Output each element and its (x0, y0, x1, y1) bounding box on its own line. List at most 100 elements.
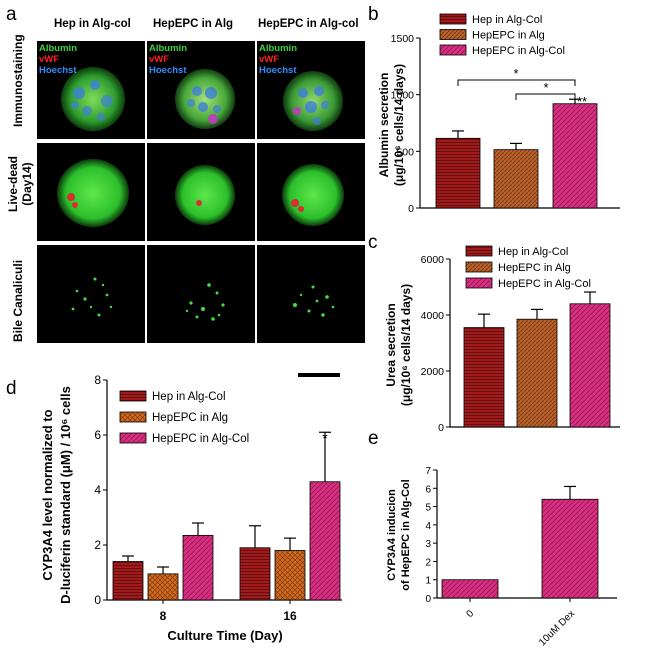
column-heading: HepEPC in Alg (153, 18, 234, 30)
legend-label: Hep in Alg-Col (498, 246, 568, 258)
y-tick-label: 4 (94, 483, 101, 497)
y-tick-label: 0 (408, 203, 414, 215)
bile-canaliculi-image (71, 277, 113, 317)
legend-swatch (439, 44, 467, 56)
micrograph-immuno-2: Albumin vWF Hoechst (147, 41, 255, 139)
y-axis-label: (μg/10⁶ cells/14 days) (392, 64, 406, 186)
y-axis-label: D-luciferin standard (μM) / 10⁶ cells (58, 386, 73, 604)
y-tick-label: 6 (425, 484, 431, 495)
micrograph-livedead-2 (147, 143, 255, 241)
bar (435, 137, 481, 209)
y-axis-label: CYP3A4 level normalized to (40, 409, 55, 580)
significance-marker: * (322, 430, 328, 446)
bar (182, 534, 214, 601)
y-tick-label: 3 (425, 539, 431, 550)
bar (552, 103, 598, 209)
cell-spheroid-image (282, 164, 344, 226)
y-axis-label: (μg/10⁶ cells/14 days) (399, 284, 413, 406)
legend-label: HepEPC in Alg-Col (498, 278, 591, 290)
stain-label-hoechst: Hoechst (259, 65, 297, 76)
legend-swatch (119, 390, 147, 402)
y-tick-label: 0 (94, 593, 101, 607)
y-tick-label: 6000 (421, 254, 445, 266)
bar (541, 498, 599, 599)
stain-label-albumin: Albumin (39, 43, 77, 54)
y-tick-label: 2000 (421, 366, 445, 378)
y-tick-label: 6 (94, 428, 101, 442)
bar (463, 327, 505, 428)
stain-label-albumin: Albumin (149, 43, 187, 54)
cell-spheroid-image (61, 67, 125, 131)
stain-label-vwf: vWF (149, 54, 170, 65)
y-tick-label: 500 (396, 146, 414, 158)
column-heading: Hep in Alg-col (54, 18, 131, 30)
y-tick-label: 1500 (391, 33, 415, 45)
x-tick-label: 16 (283, 609, 297, 623)
bar (309, 481, 341, 601)
cell-spheroid-image (283, 71, 343, 131)
significance-bracket (457, 79, 576, 86)
y-axis-label: of HepEPC in Alg-Col (400, 479, 412, 590)
column-heading: HepEPC in Alg-col (258, 18, 359, 30)
bile-canaliculi-image (185, 283, 225, 321)
micrograph-livedead-1 (37, 143, 145, 241)
y-axis-label: CYP3A4 inducion (386, 489, 398, 581)
cell-spheroid-image (57, 159, 129, 227)
micrograph-immuno-1: Albumin vWF Hoechst (37, 41, 145, 139)
stain-label-vwf: vWF (39, 54, 60, 65)
significance-marker: * (543, 80, 548, 95)
bar (493, 149, 539, 209)
scale-bar (298, 373, 340, 377)
panel-letter-e: e (368, 428, 379, 449)
bar (274, 550, 306, 601)
y-tick-label: 4 (425, 521, 431, 532)
stain-label-albumin: Albumin (259, 43, 297, 54)
x-tick-label: 8 (160, 609, 167, 623)
y-tick-label: 1000 (391, 90, 415, 102)
bile-canaliculi-image (293, 285, 335, 317)
stain-label-vwf: vWF (259, 54, 280, 65)
cell-spheroid-image (175, 165, 235, 225)
bar (516, 318, 558, 428)
y-tick-label: 0 (438, 422, 444, 434)
bar (569, 303, 611, 428)
y-tick-label: 2 (94, 538, 101, 552)
y-tick-label: 0 (425, 594, 431, 605)
y-tick-label: 5 (425, 503, 431, 514)
y-tick-label: 7 (425, 466, 431, 477)
legend-swatch (465, 261, 493, 273)
legend-swatch (439, 13, 467, 25)
legend-label: HepEPC in Alg-Col (152, 433, 249, 445)
legend-swatch (465, 245, 493, 257)
bar (239, 547, 271, 601)
x-axis-label: Culture Time (Day) (167, 628, 282, 643)
legend-swatch (465, 277, 493, 289)
panel-letter-a: a (6, 4, 17, 25)
y-tick-label: 1 (425, 576, 431, 587)
bar (112, 561, 144, 601)
micrograph-bile-2 (147, 245, 255, 343)
stain-label-hoechst: Hoechst (39, 65, 77, 76)
y-tick-label: 2 (425, 557, 431, 568)
x-tick-label: 0 (464, 608, 476, 620)
y-axis-label: Urea secretion (384, 303, 398, 386)
y-axis-label: Albumin secretion (377, 73, 391, 178)
y-tick-label: 4000 (421, 310, 445, 322)
legend-swatch (119, 432, 147, 444)
legend-swatch (119, 411, 147, 423)
stain-label-hoechst: Hoechst (149, 65, 187, 76)
legend-label: Hep in Alg-Col (152, 391, 226, 403)
legend-label: HepEPC in Alg (152, 412, 228, 424)
legend-label: HepEPC in Alg-Col (472, 45, 565, 57)
cell-spheroid-image (175, 69, 235, 129)
bar (441, 579, 499, 599)
bar (147, 573, 179, 601)
micrograph-livedead-3 (257, 143, 365, 241)
significance-bracket (515, 93, 576, 100)
legend-label: HepEPC in Alg (498, 262, 571, 274)
legend-label: HepEPC in Alg (472, 30, 545, 42)
legend-label: Hep in Alg-Col (472, 14, 542, 26)
micrograph-bile-1 (37, 245, 145, 343)
significance-marker: ** (577, 94, 587, 109)
